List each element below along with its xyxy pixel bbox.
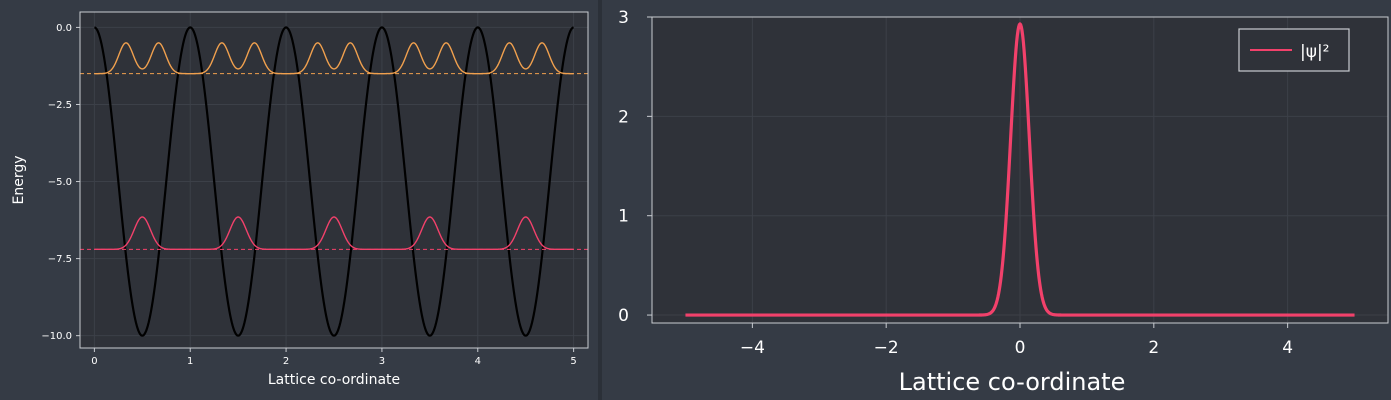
- right-y-tick-label: 3: [618, 8, 629, 28]
- right-y-tick-label: 1: [618, 207, 629, 227]
- right-y-tick-label: 2: [618, 107, 629, 127]
- left-x-tick-label: 4: [475, 356, 481, 367]
- right-x-tick-label: 4: [1282, 338, 1293, 358]
- right-y-tick-label: 0: [618, 306, 629, 326]
- left-x-axis-label: Lattice co-ordinate: [268, 372, 400, 388]
- left-x-tick-label: 5: [570, 356, 576, 367]
- left-y-tick-label: 0.0: [56, 23, 72, 34]
- right-series-group: [684, 22, 1356, 317]
- psi-squared-curve: [684, 22, 1356, 317]
- wavefunction-band-curve: [94, 42, 574, 75]
- right-x-tick-label: −2: [874, 338, 899, 358]
- left-x-tick-label: 3: [379, 356, 385, 367]
- potential-curve: [94, 26, 574, 337]
- left-y-tick-label: −7.5: [48, 254, 72, 265]
- left-y-tick-label: −5.0: [48, 177, 72, 188]
- right-x-tick-label: 2: [1148, 338, 1159, 358]
- left-y-axis-label: Energy: [11, 155, 27, 204]
- panel-divider: [598, 0, 602, 400]
- left-tick-labels: 0 1 2 3 4 5 0.0 −2.5 −5.0 −7.5 −10.0: [41, 23, 576, 367]
- left-plot-background: [80, 12, 588, 348]
- left-x-tick-label: 1: [187, 356, 193, 367]
- left-series-group: [80, 26, 588, 337]
- right-tick-labels: −4 −2 0 2 4 0 1 2 3: [618, 8, 1293, 358]
- right-x-tick-label: 0: [1015, 338, 1026, 358]
- probability-density-chart: −4 −2 0 2 4 0 1 2 3 Lattice co-ordinate |ψ|²: [618, 8, 1389, 396]
- left-y-tick-label: −2.5: [48, 100, 72, 111]
- energy-band-chart: 0 1 2 3 4 5 0.0 −2.5 −5.0 −7.5 −10.0 Lattice co-or…: [11, 11, 589, 388]
- left-x-tick-label: 0: [91, 356, 97, 367]
- left-y-tick-label: −10.0: [41, 331, 72, 342]
- left-gridlines: [80, 12, 588, 348]
- wavefunction-band-curve: [94, 216, 574, 251]
- legend-label: |ψ|²: [1300, 42, 1329, 62]
- right-x-axis-label: Lattice co-ordinate: [899, 368, 1126, 396]
- legend: |ψ|²: [1238, 28, 1350, 72]
- left-plot-frame: [79, 11, 589, 349]
- right-x-tick-label: −4: [740, 338, 765, 358]
- left-x-tick-label: 2: [283, 356, 289, 367]
